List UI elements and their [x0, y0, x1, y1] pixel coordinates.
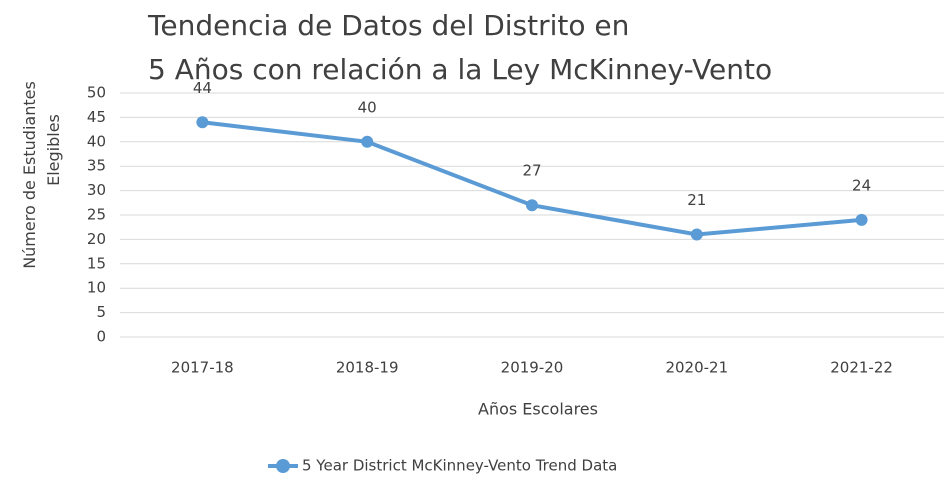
x-tick-label: 2021-22 — [830, 359, 893, 377]
y-tick-label: 30 — [87, 181, 106, 199]
x-tick-label: 2019-20 — [501, 359, 564, 377]
legend-label: 5 Year District McKinney-Vento Trend Dat… — [302, 457, 617, 475]
point — [196, 116, 209, 129]
x-tick-label: 2020-21 — [665, 359, 728, 377]
data-label: 27 — [522, 162, 541, 180]
y-tick-label: 20 — [87, 230, 106, 248]
y-tick-label: 15 — [87, 254, 106, 272]
y-tick-label: 0 — [96, 328, 106, 346]
y-tick-label: 5 — [96, 303, 106, 321]
data-label: 24 — [852, 176, 871, 194]
y-axis-label: Número de Estudiantes Elegibles — [20, 81, 63, 269]
x-axis-label: Años Escolares — [478, 400, 598, 419]
y-tick-label: 45 — [87, 108, 106, 126]
point — [690, 228, 703, 241]
y-tick-label: 40 — [87, 132, 106, 150]
legend-marker — [276, 459, 290, 473]
data-label: 44 — [193, 79, 212, 97]
x-tick-label: 2017-18 — [171, 359, 234, 377]
data-label: 40 — [358, 98, 377, 116]
data-label: 21 — [687, 191, 706, 209]
x-tick-label: 2018-19 — [336, 359, 399, 377]
y-tick-label: 50 — [87, 84, 106, 102]
point — [526, 199, 538, 212]
y-tick-label: 10 — [87, 279, 106, 297]
point — [855, 213, 868, 226]
y-tick-label: 35 — [87, 157, 106, 175]
chart-title: Tendencia de Datos del Distrito en 5 Años… — [147, 9, 772, 86]
point — [361, 135, 374, 148]
y-tick-label: 25 — [87, 206, 106, 224]
